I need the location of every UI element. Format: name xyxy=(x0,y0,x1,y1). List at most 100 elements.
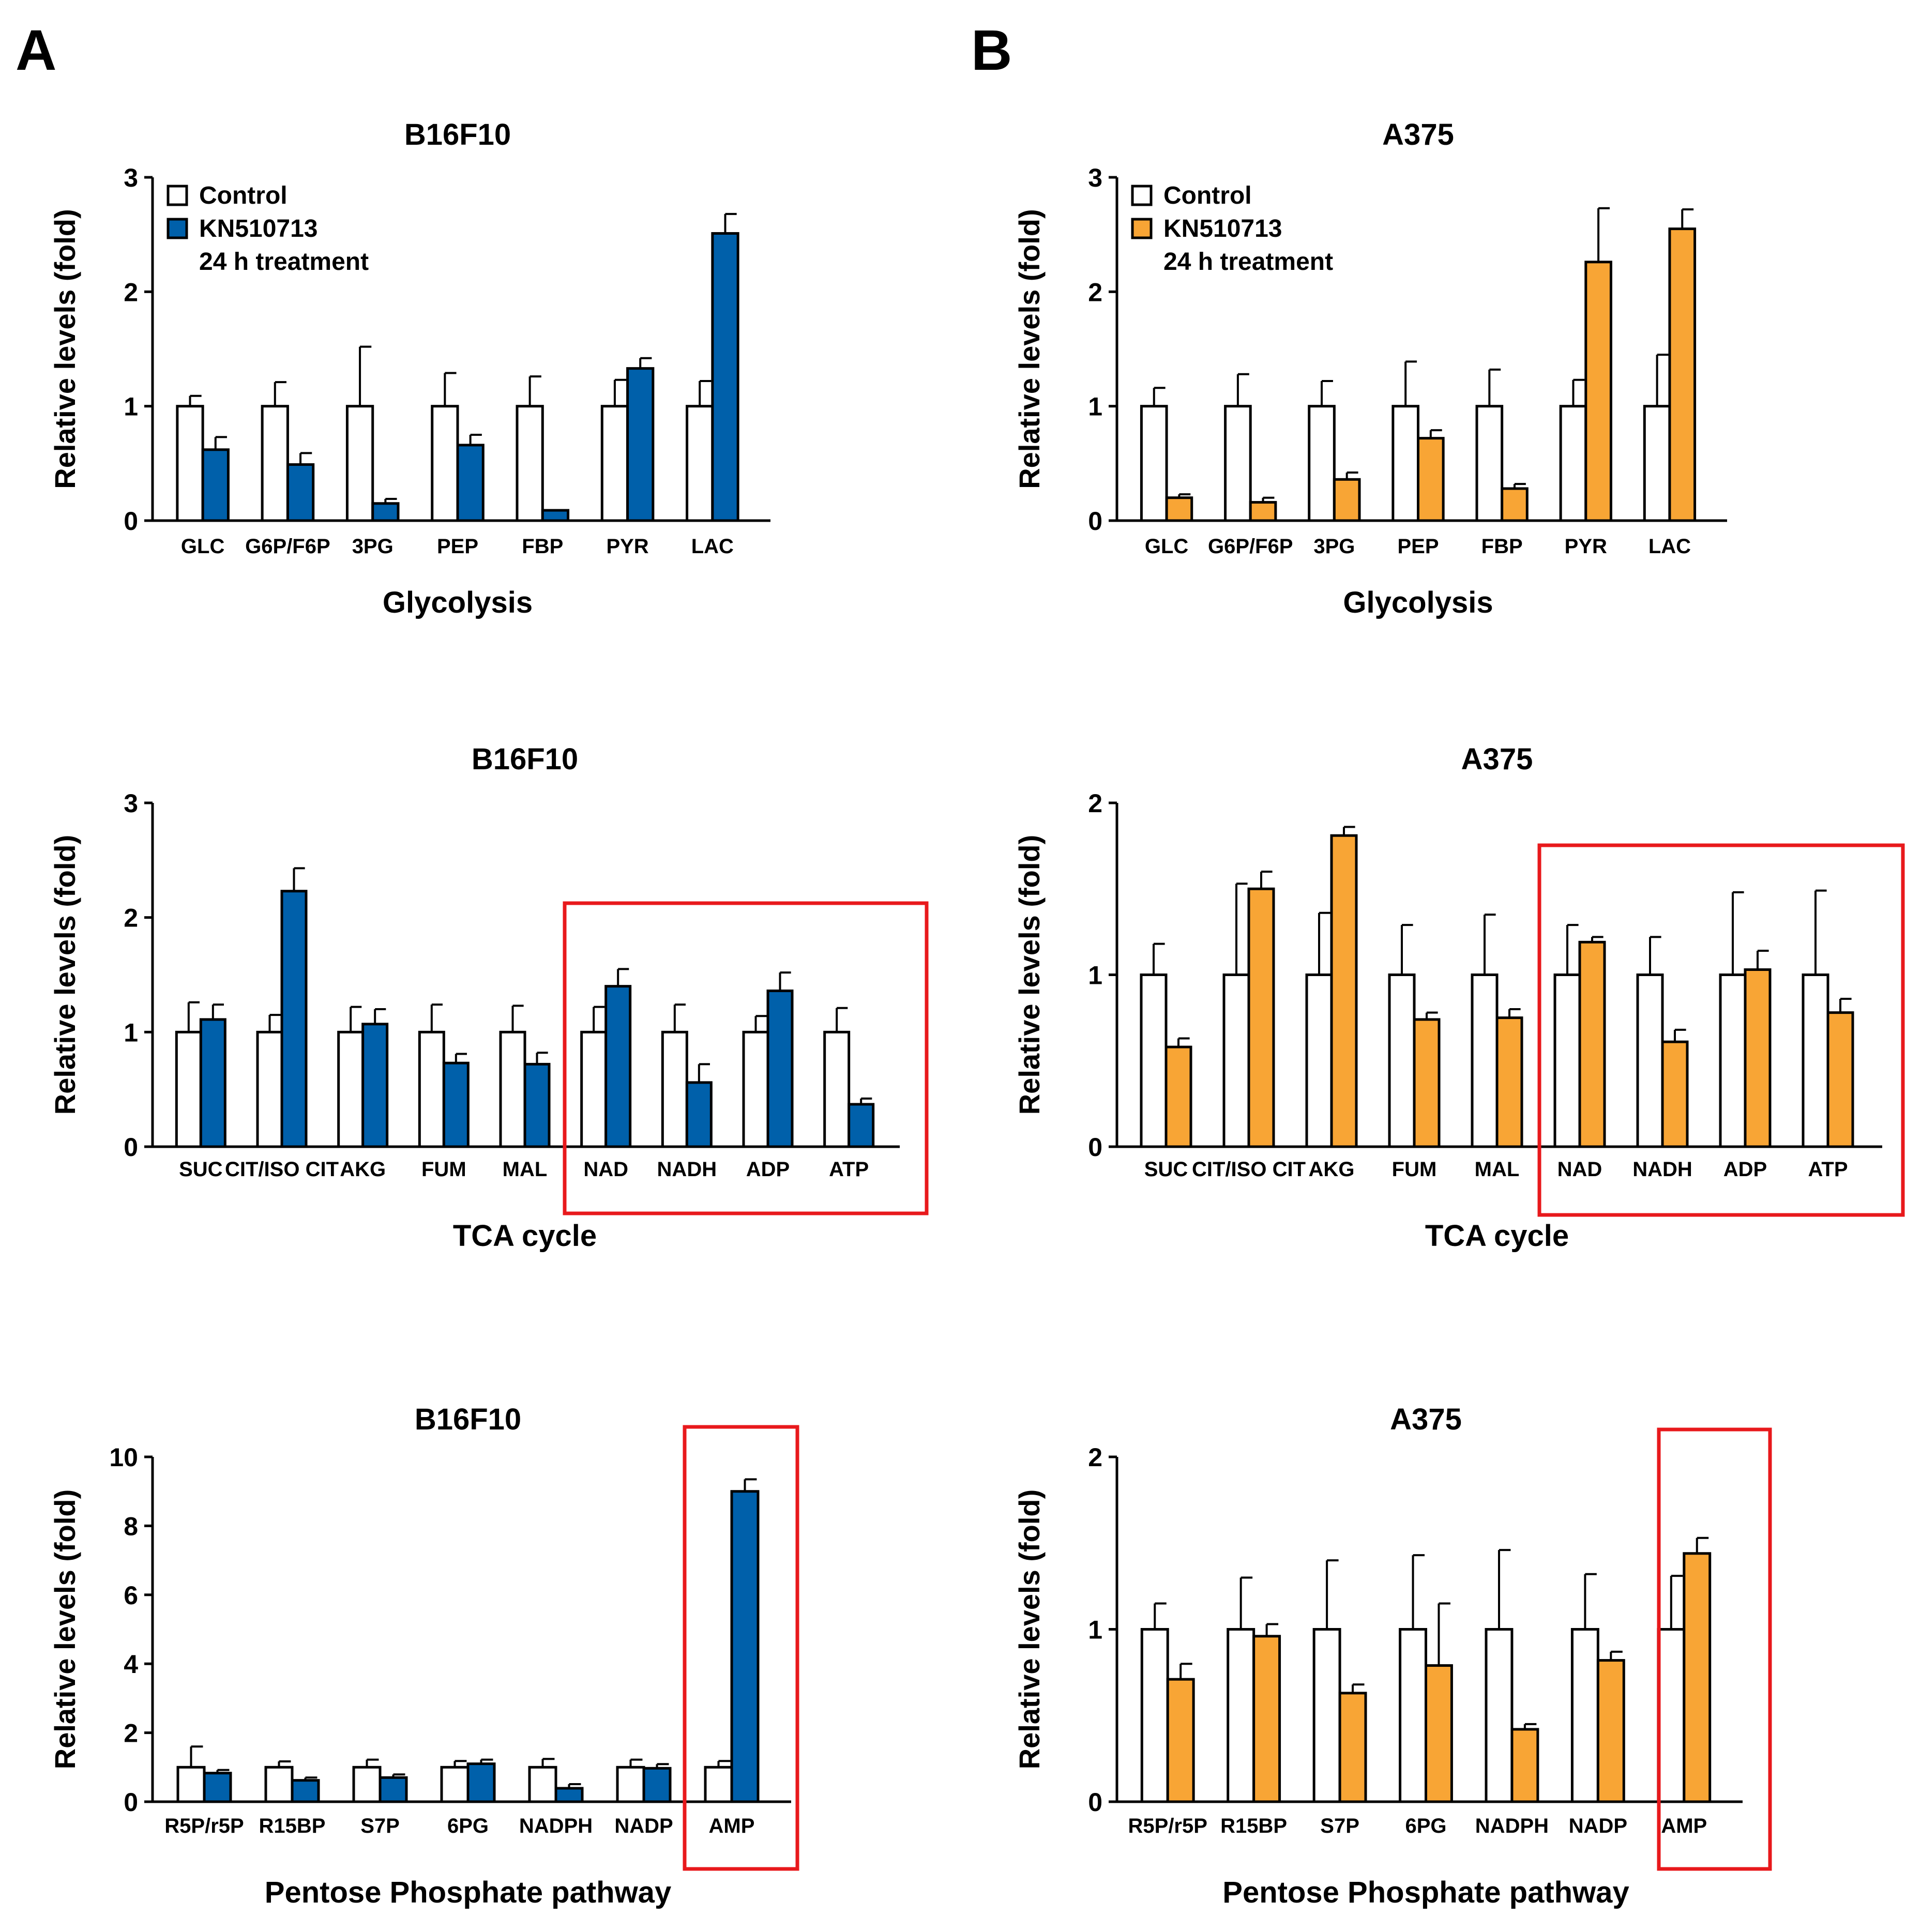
control-bar xyxy=(1224,405,1252,522)
treatment-bar xyxy=(456,444,485,522)
treatment-bar xyxy=(1596,1659,1625,1803)
x-tick-label: AKG xyxy=(340,1158,386,1181)
control-bar xyxy=(1140,973,1168,1148)
y-tick-label: 0 xyxy=(1088,1788,1102,1817)
panel-label-a: A xyxy=(16,19,56,82)
treatment-bar xyxy=(1510,1728,1539,1803)
treatment-bar xyxy=(1166,1678,1195,1803)
legend-label-treatment: KN510713 xyxy=(1163,215,1282,242)
legend-label-treatment: KN510713 xyxy=(199,215,318,242)
treatment-bar xyxy=(523,1062,551,1148)
y-tick-label: 1 xyxy=(124,1018,138,1047)
treatment-bar xyxy=(291,1779,320,1803)
treatment-bar xyxy=(1338,1692,1367,1803)
y-tick-label: 3 xyxy=(124,163,138,192)
treatment-bar xyxy=(1744,968,1772,1148)
y-tick-label: 0 xyxy=(1088,507,1102,536)
x-tick-label: NADPH xyxy=(519,1815,593,1837)
y-tick-label: 0 xyxy=(124,1788,138,1817)
treatment-bar xyxy=(199,1018,226,1148)
treatment-bar xyxy=(730,1490,760,1803)
control-bar xyxy=(616,1766,645,1803)
control-bar xyxy=(1227,1628,1256,1803)
chart-A-ppp: B16F10 Relative levels (fold) 0 2 4 6 8 10 R5P/r… xyxy=(49,1403,799,1909)
chart-title: B16F10 xyxy=(472,742,578,776)
control-bar xyxy=(1636,973,1664,1148)
highlight-box xyxy=(1657,1427,1772,1871)
control-bar xyxy=(1471,973,1499,1148)
chart-title: B16F10 xyxy=(404,118,511,151)
x-tick-label: SUC xyxy=(1144,1158,1188,1181)
control-bar xyxy=(175,1030,202,1148)
chart-title: A375 xyxy=(1390,1403,1462,1436)
control-bar xyxy=(352,1766,382,1803)
treatment-bar xyxy=(201,448,230,522)
legend-swatch-control xyxy=(167,185,188,206)
y-axis-title: Relative levels (fold) xyxy=(49,209,81,489)
x-tick-label: NAD xyxy=(1557,1158,1602,1181)
y-axis-title: Relative levels (fold) xyxy=(1013,209,1046,489)
x-tick-label: G6P/F6P xyxy=(1208,535,1293,558)
x-tick-label: S7P xyxy=(1320,1815,1359,1837)
legend-swatch-control xyxy=(1131,185,1153,206)
x-axis-title: TCA cycle xyxy=(453,1219,597,1253)
x-tick-label: PYR xyxy=(606,535,648,558)
y-axis-title: Relative levels (fold) xyxy=(1013,1489,1046,1770)
control-bar xyxy=(580,1030,608,1148)
x-tick-label: NADH xyxy=(657,1158,717,1181)
treatment-bar xyxy=(1578,940,1606,1148)
chart-title: B16F10 xyxy=(415,1403,521,1436)
treatment-bar xyxy=(1668,227,1697,522)
treatment-bar xyxy=(280,890,308,1148)
treatment-bar xyxy=(1249,501,1277,522)
control-bar xyxy=(345,405,374,522)
y-tick-label: 2 xyxy=(1088,1443,1102,1472)
treatment-bar xyxy=(1413,1018,1441,1148)
control-bar xyxy=(1485,1628,1514,1803)
chart-title: A375 xyxy=(1461,742,1533,776)
x-tick-label: NADP xyxy=(1569,1815,1627,1837)
x-tick-label: ATP xyxy=(1808,1158,1848,1181)
treatment-bar xyxy=(541,509,570,522)
control-bar xyxy=(1391,405,1420,522)
control-bar xyxy=(1140,1628,1169,1803)
x-tick-label: AKG xyxy=(1309,1158,1355,1181)
x-tick-label: R15BP xyxy=(1220,1815,1287,1837)
control-bar xyxy=(1553,973,1581,1148)
x-tick-label: CIT/ISO CIT xyxy=(225,1158,339,1181)
treatment-bar xyxy=(1826,1011,1854,1148)
x-tick-label: R5P/r5P xyxy=(164,1815,244,1837)
x-tick-label: SUC xyxy=(179,1158,222,1181)
x-tick-label: 3PG xyxy=(1313,535,1355,558)
treatment-bar xyxy=(685,1081,713,1148)
treatment-bar xyxy=(1164,1045,1192,1148)
control-bar xyxy=(704,1766,733,1803)
x-tick-label: LAC xyxy=(1648,535,1691,558)
control-bar xyxy=(1559,405,1587,522)
control-bar xyxy=(499,1030,526,1148)
legend-label-control: Control xyxy=(1163,182,1252,209)
control-bar xyxy=(440,1766,470,1803)
treatment-bar xyxy=(766,990,794,1148)
x-tick-label: PYR xyxy=(1565,535,1607,558)
treatment-bar xyxy=(466,1762,496,1803)
treatment-bar xyxy=(711,232,739,522)
control-bar xyxy=(742,1030,769,1148)
y-tick-label: 2 xyxy=(1088,278,1102,307)
x-tick-label: GLC xyxy=(181,535,224,558)
control-bar xyxy=(431,405,459,522)
legend-label-control: Control xyxy=(199,182,288,209)
chart-A-glycolysis: B16F10 Relative levels (fold) 0 1 2 3 GLC G6P/F… xyxy=(49,118,770,619)
y-tick-label: 0 xyxy=(124,1133,138,1162)
y-tick-label: 1 xyxy=(124,392,138,421)
legend-swatch-treatment xyxy=(1131,218,1153,239)
treatment-bar xyxy=(626,367,655,522)
treatment-bar xyxy=(642,1767,672,1803)
x-tick-label: FUM xyxy=(1392,1158,1437,1181)
y-tick-label: 8 xyxy=(124,1512,138,1541)
x-axis-title: Pentose Phosphate pathway xyxy=(265,1876,671,1909)
y-tick-label: 0 xyxy=(124,507,138,536)
treatment-bar xyxy=(1417,437,1445,522)
y-axis-title: Relative levels (fold) xyxy=(49,835,81,1115)
x-tick-label: 6PG xyxy=(1405,1815,1446,1837)
